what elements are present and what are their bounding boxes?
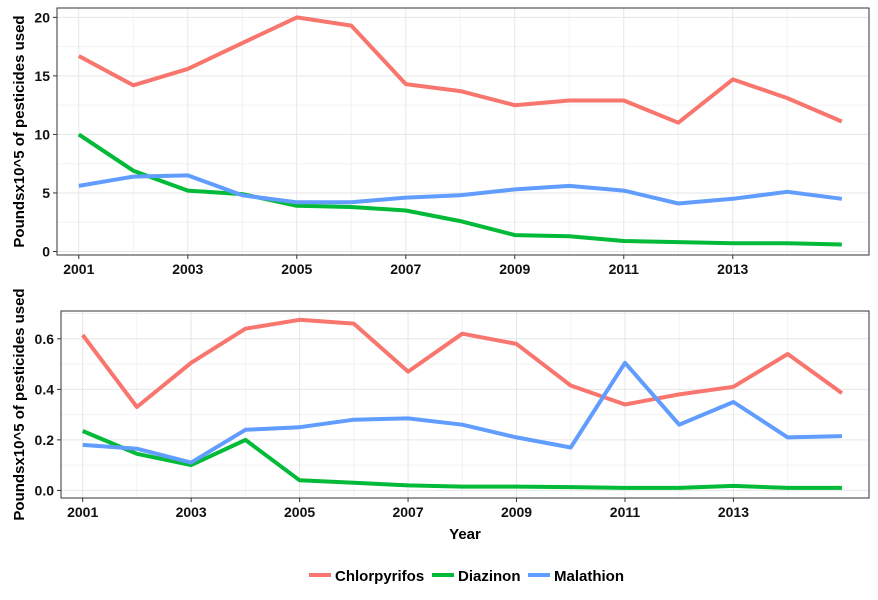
top-x-tick-label: 2011	[609, 261, 640, 277]
legend-label-chlorpyrifos: Chlorpyrifos	[335, 568, 424, 585]
bottom-y-axis-title: Poundsx10^5 of pesticides used	[11, 288, 28, 520]
legend-item-malathion: Malathion	[528, 568, 624, 585]
bottom-series-line-chlorpyrifos	[81, 317, 844, 409]
top-x-tick-label: 2005	[281, 261, 312, 277]
top-x-tick-label: 2013	[717, 261, 748, 277]
legend-item-diazinon: Diazinon	[432, 568, 521, 585]
top-y-tick-label: 10	[34, 126, 50, 142]
legend-label-diazinon: Diazinon	[458, 568, 521, 585]
bottom-series-line-malathion	[82, 360, 842, 465]
top-y-tick-label: 20	[34, 9, 50, 25]
bottom-x-tick-label: 2001	[67, 504, 98, 520]
top-y-tick-label: 15	[34, 68, 50, 84]
bottom-x-tick-label: 2009	[501, 504, 532, 520]
legend-item-chlorpyrifos: Chlorpyrifos	[309, 568, 424, 585]
legend: Chlorpyrifos Diazinon Malathion	[309, 568, 624, 585]
bottom-y-tick-label: 0.6	[35, 331, 55, 347]
bottom-x-tick-label: 2013	[718, 504, 749, 520]
bottom-y-tick-label: 0.4	[35, 381, 55, 397]
top-x-tick-label: 2001	[63, 261, 94, 277]
top-y-axis-title: Poundsx10^5 of pesticides used	[11, 15, 28, 247]
bottom-x-tick-label: 2011	[610, 504, 641, 520]
bottom-x-tick-label: 2005	[284, 504, 315, 520]
legend-label-malathion: Malathion	[554, 568, 624, 585]
top-x-tick-label: 2009	[499, 261, 530, 277]
top-x-tick-label: 2003	[172, 261, 203, 277]
top-series-line-malathion	[78, 173, 843, 206]
top-line-chart-panel: 2001 2003 2005 2007 2009 2011 2013 0 5 10 15 20 Pou…	[11, 7, 870, 277]
top-x-tick-label: 2007	[390, 261, 421, 277]
bottom-y-tick-label: 0.0	[35, 482, 55, 498]
top-series-line-chlorpyrifos	[77, 15, 843, 125]
bottom-panel-border	[60, 310, 870, 499]
bottom-line-chart-panel: 2001 2003 2005 2007 2009 2011 2013 0.0 0.2 0.4 0.6…	[11, 288, 870, 543]
bottom-y-tick-label: 0.2	[35, 432, 55, 448]
bottom-series-line-diazinon	[81, 429, 842, 490]
top-panel-border	[56, 7, 870, 256]
top-series-line-diazinon	[77, 132, 842, 247]
bottom-x-tick-label: 2003	[176, 504, 207, 520]
top-y-tick-label: 5	[42, 185, 50, 201]
top-y-tick-label: 0	[42, 243, 50, 259]
bottom-x-tick-label: 2007	[392, 504, 423, 520]
bottom-x-axis-title: Year	[449, 526, 481, 543]
